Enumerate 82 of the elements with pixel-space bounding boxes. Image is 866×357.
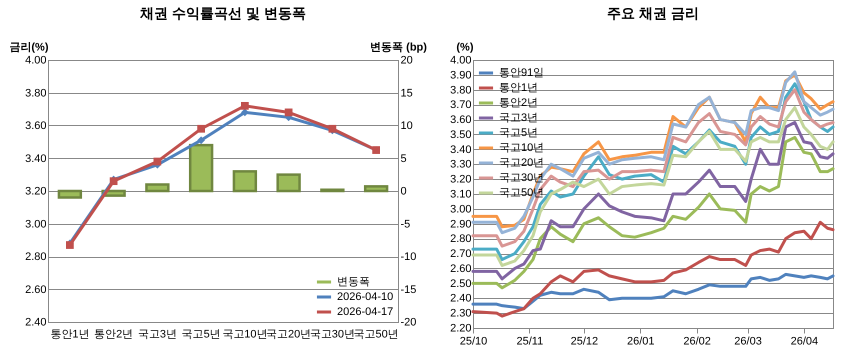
y2-axis-title: 변동폭 (bp) bbox=[370, 42, 428, 54]
y-tick-label: 3.90 bbox=[450, 69, 472, 82]
y2-tick-label: -20 bbox=[400, 316, 416, 328]
bar bbox=[145, 183, 170, 192]
y-axis-title: 금리(%) bbox=[9, 42, 49, 54]
x-tick-label: 26/03 bbox=[734, 336, 762, 348]
y-tick-label: 2.60 bbox=[25, 284, 46, 296]
x-tick-label: 국고20년 bbox=[266, 328, 312, 340]
x-tick-label: 국고3년 bbox=[138, 328, 177, 340]
y-tick-label: 2.80 bbox=[25, 251, 46, 263]
y-tick-label: 3.20 bbox=[25, 186, 46, 198]
y-tick-label: 3.70 bbox=[450, 99, 472, 112]
x-tick-label: 통안1년 bbox=[50, 328, 90, 340]
bar bbox=[364, 185, 388, 192]
y-tick-label: 2.20 bbox=[450, 322, 472, 334]
y2-tick-label: 5 bbox=[400, 152, 407, 165]
y-tick-label: 2.60 bbox=[450, 262, 472, 275]
y-tick-label: 4.00 bbox=[450, 54, 472, 66]
legend-label: 변동폭 bbox=[337, 276, 370, 288]
y-tick-label: 3.50 bbox=[450, 128, 472, 141]
line-series bbox=[472, 272, 834, 310]
y2-tick-label: 15 bbox=[400, 87, 413, 100]
y2-tick-label: -15 bbox=[400, 284, 416, 296]
x-tick-label: 국고50년 bbox=[354, 328, 399, 340]
y-tick-label: 2.80 bbox=[450, 233, 472, 246]
y-tick-label: 3.20 bbox=[450, 174, 472, 186]
x-tick-label: 국고30년 bbox=[310, 328, 355, 340]
legend-label: 국고3년 bbox=[499, 112, 538, 124]
x-tick-label: 25/12 bbox=[570, 336, 598, 348]
x-tick-label: 26/04 bbox=[790, 336, 818, 348]
y-tick-label: 2.40 bbox=[25, 316, 46, 328]
bar bbox=[188, 144, 214, 192]
line-series bbox=[472, 106, 834, 267]
y2-tick-label: 20 bbox=[400, 54, 413, 66]
y-tick-label: 3.40 bbox=[450, 144, 472, 156]
point bbox=[241, 102, 249, 110]
point bbox=[197, 136, 205, 144]
y-tick-label: 2.30 bbox=[450, 308, 472, 320]
y-tick-label: 2.40 bbox=[450, 292, 472, 305]
bar bbox=[276, 173, 301, 192]
x-tick-label: 국고5년 bbox=[182, 328, 221, 340]
chart-title: 채권 수익률곡선 및 변동폭 bbox=[139, 5, 306, 21]
y-axis-title: (%) bbox=[456, 42, 474, 54]
y2-tick-label: 0 bbox=[400, 186, 407, 198]
x-tick-label: 26/01 bbox=[627, 336, 655, 348]
x-tick-label: 25/10 bbox=[460, 336, 488, 348]
x-tick-label: 국고10년 bbox=[222, 328, 268, 340]
y-tick-label: 3.00 bbox=[450, 203, 472, 216]
bar bbox=[232, 170, 258, 192]
y-tick-label: 3.30 bbox=[450, 158, 472, 171]
legend-label: 통안91일 bbox=[499, 67, 544, 79]
y2-tick-label: -10 bbox=[400, 251, 416, 263]
point bbox=[154, 158, 162, 166]
legend-label: 통안2년 bbox=[499, 97, 538, 109]
y-tick-label: 3.80 bbox=[450, 84, 472, 96]
y-tick-label: 2.50 bbox=[450, 278, 472, 290]
y-tick-label: 3.60 bbox=[450, 114, 472, 126]
chart-title: 주요 채권 금리 bbox=[607, 5, 699, 21]
y2-tick-label: -5 bbox=[400, 218, 410, 230]
point bbox=[197, 124, 205, 133]
bar bbox=[58, 190, 82, 199]
y-tick-label: 2.70 bbox=[450, 248, 472, 260]
y-tick-label: 3.80 bbox=[25, 87, 46, 100]
point bbox=[241, 108, 249, 116]
y-tick-label: 3.60 bbox=[25, 120, 46, 132]
x-tick-label: 26/02 bbox=[683, 336, 711, 348]
y-tick-label: 3.40 bbox=[25, 152, 46, 165]
y-tick-label: 2.90 bbox=[450, 218, 472, 230]
point bbox=[284, 108, 292, 116]
x-tick-label: 통안2년 bbox=[94, 328, 134, 340]
y-tick-label: 4.00 bbox=[25, 54, 46, 66]
legend-label: 국고20년 bbox=[499, 157, 544, 169]
y-tick-label: 3.00 bbox=[25, 218, 46, 230]
x-tick-label: 25/11 bbox=[516, 336, 544, 348]
line-series bbox=[472, 220, 834, 318]
legend-label: 국고10년 bbox=[499, 142, 544, 154]
legend-label: 통안1년 bbox=[499, 82, 538, 94]
y-tick-label: 3.10 bbox=[450, 188, 472, 200]
legend-label: 2026-04-10 bbox=[337, 291, 394, 303]
y2-tick-label: 10 bbox=[400, 120, 413, 132]
legend-label: 2026-04-17 bbox=[337, 306, 394, 318]
legend-label: 국고5년 bbox=[499, 127, 538, 139]
